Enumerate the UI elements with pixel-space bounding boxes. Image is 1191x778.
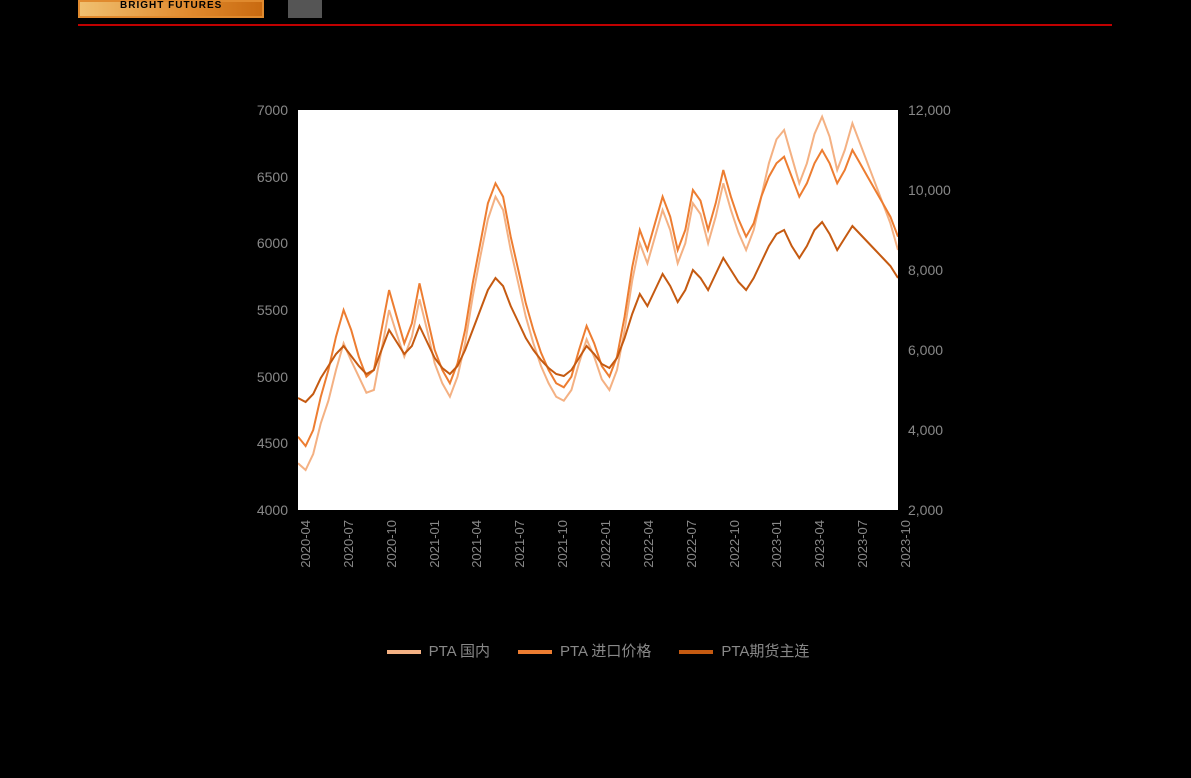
y-right-tick: 12,000 — [908, 102, 982, 118]
legend-item-pta_import: PTA 进口价格 — [518, 640, 651, 661]
legend-item-pta_futures: PTA期货主连 — [679, 640, 809, 661]
x-axis: 2020-04 2020-07 2020-10 2021-01 2021-04 2021-… — [298, 520, 898, 640]
y-left-tick: 7000 — [208, 102, 288, 118]
x-tick: 2020-07 — [341, 520, 356, 568]
x-tick: 2023-04 — [812, 520, 827, 568]
legend: PTA 国内 PTA 进口价格 PTA期货主连 — [298, 640, 898, 661]
header-divider — [78, 24, 1112, 26]
x-tick: 2022-01 — [598, 520, 613, 568]
y-left-tick: 5500 — [208, 302, 288, 318]
legend-swatch — [518, 650, 552, 654]
x-tick: 2021-07 — [512, 520, 527, 568]
legend-swatch — [679, 650, 713, 654]
header-tab — [288, 0, 322, 18]
y-left-tick: 4500 — [208, 435, 288, 451]
x-tick: 2021-10 — [555, 520, 570, 568]
brand-logo: BRIGHT FUTURES — [78, 0, 264, 18]
legend-item-pta_domestic: PTA 国内 — [387, 640, 490, 661]
x-tick: 2020-04 — [298, 520, 313, 568]
page: { "header": { "logo_text": "BRIGHT FUTUR… — [0, 0, 1191, 778]
series-pta_import — [298, 150, 898, 446]
x-tick: 2021-01 — [427, 520, 442, 568]
x-tick: 2021-04 — [469, 520, 484, 568]
y-axis-right: 2,0004,0006,0008,00010,00012,000 — [908, 110, 982, 510]
brand-logo-text: BRIGHT FUTURES — [120, 0, 222, 11]
y-right-tick: 8,000 — [908, 262, 982, 278]
x-tick: 2023-07 — [855, 520, 870, 568]
y-left-tick: 6500 — [208, 169, 288, 185]
y-axis-left: 4000450050005500600065007000 — [208, 110, 288, 510]
legend-swatch — [387, 650, 421, 654]
x-tick: 2023-01 — [769, 520, 784, 568]
y-left-tick: 6000 — [208, 235, 288, 251]
y-right-tick: 6,000 — [908, 342, 982, 358]
x-tick: 2022-07 — [684, 520, 699, 568]
y-right-tick: 4,000 — [908, 422, 982, 438]
x-tick: 2022-10 — [727, 520, 742, 568]
y-left-tick: 5000 — [208, 369, 288, 385]
plot-area — [298, 110, 898, 510]
x-tick: 2020-10 — [384, 520, 399, 568]
series-lines — [298, 110, 898, 510]
x-tick: 2023-10 — [898, 520, 913, 568]
y-left-tick: 4000 — [208, 502, 288, 518]
y-right-tick: 10,000 — [908, 182, 982, 198]
y-right-tick: 2,000 — [908, 502, 982, 518]
x-tick: 2022-04 — [641, 520, 656, 568]
pta-price-chart: 4000 4500 5000 5500 6000 6500 7000 2,000 4,000 6… — [208, 100, 982, 720]
